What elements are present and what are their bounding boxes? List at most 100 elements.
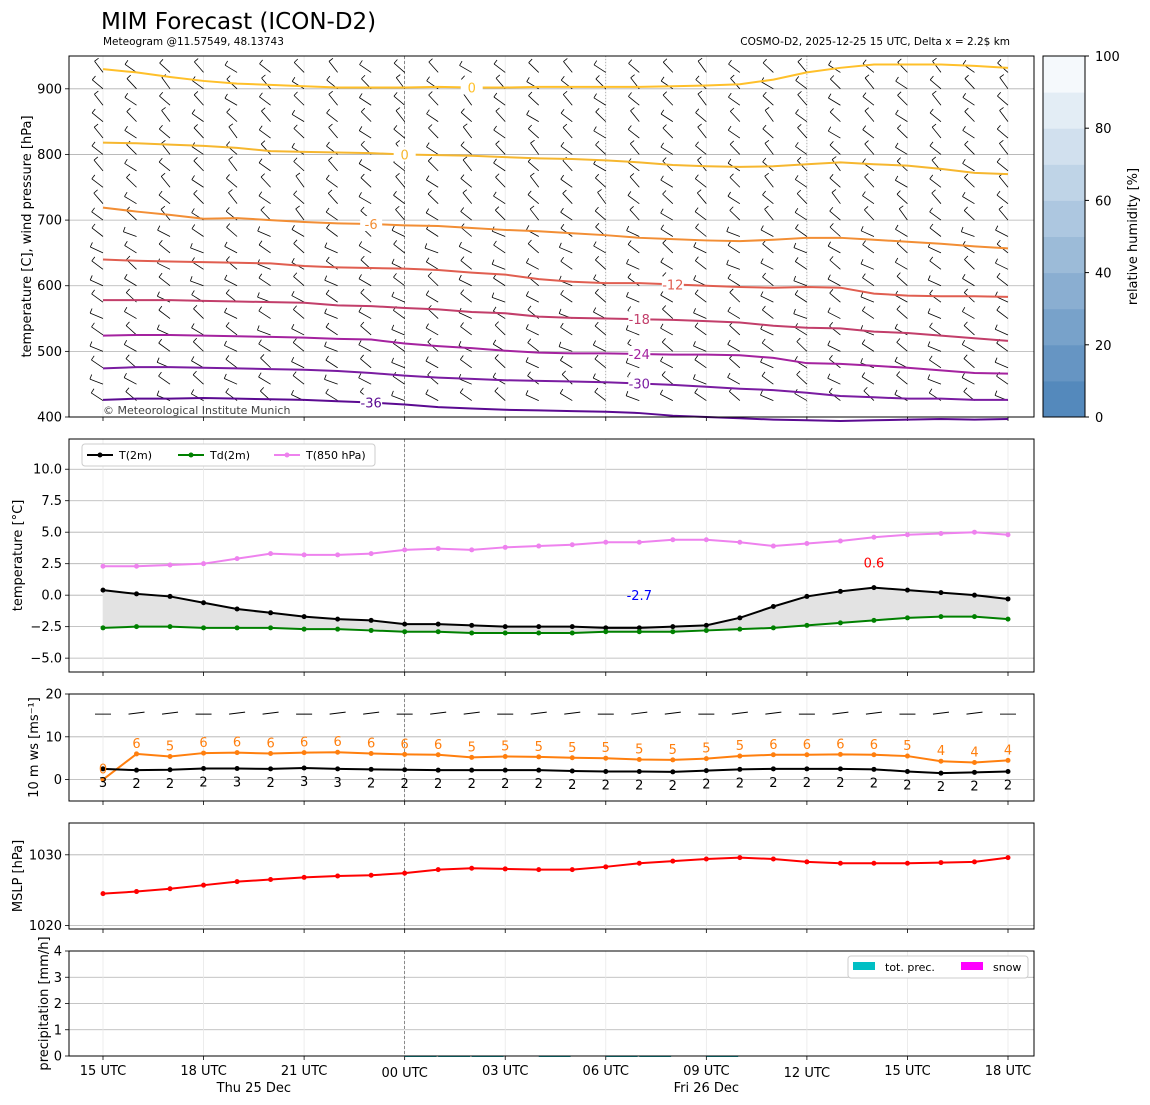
wind-barb-flag [560,256,564,262]
series-point [368,872,374,878]
series-point [167,593,173,599]
series-point [603,625,609,631]
gust-label: 5 [501,739,509,754]
wind-barb-flag [927,341,931,347]
wind-barb-shaft [89,312,104,319]
wind-barb-shaft [460,293,472,303]
series-point [100,777,106,783]
wind-barb-flag [827,373,831,379]
time-tick-label: 18 UTC [180,1064,226,1079]
series-line [102,767,1009,775]
wind-barb-shaft [827,311,841,319]
wind-barb-flag [124,93,129,98]
wind-barb-flag [293,58,299,63]
wind-barb [460,207,472,221]
isotherm-label-bg [628,375,651,391]
y-tick-label: 2.5 [41,557,62,572]
wind-barb-shaft [962,163,975,172]
date-label: Thu 25 Dec [216,1081,291,1096]
wind-barb-flag [124,60,129,65]
wind-barb [257,259,271,270]
wind-barb-shaft [760,295,774,303]
wind-barb [260,140,271,155]
wind-barb-shaft [762,62,774,73]
legend-label: Td(2m) [209,449,250,462]
mean-wind-label: 2 [1004,778,1012,793]
wind-barb-flag [693,275,697,280]
wind-barb-shaft [458,279,472,287]
wind-barb-shaft [761,81,774,90]
series-point [201,561,207,567]
y-tick-label: 3 [54,971,62,986]
wind-barb [693,308,707,319]
wind-barb [458,274,472,287]
wind-barb-shaft [595,111,607,122]
wind-barb-shaft [660,327,674,336]
legend: T(2m) Td(2m) T(850 hPa) [81,443,376,467]
wind-barb-shaft [995,328,1009,336]
wind-barb [123,340,137,352]
wind-barb-flag [124,274,128,279]
wind-barb [862,92,875,106]
wind-barb [929,322,942,336]
wind-barb-flag [593,126,597,132]
wind-barb-shaft [358,344,372,352]
wind-barb [495,140,506,155]
wind-barb-flag [526,225,530,230]
wind-barb-flag [999,140,1004,144]
wind-barb-shaft [459,65,472,73]
wind-barb-shaft [426,113,439,122]
wind-barb-flag [728,59,732,65]
gust-label: 4 [1004,743,1012,758]
wind-barb-flag [693,341,696,347]
wind-barb-shaft [662,61,674,73]
wind-barb-flag [293,305,297,310]
wind-barb [460,141,472,155]
wind-barb-shaft [762,243,774,254]
y-axis-label: precipitation [mm/h] [37,936,52,1070]
wind-barb [860,292,875,303]
wind-barb-shaft [895,261,908,270]
wind-barb-shaft [326,178,338,188]
wind-barb [660,175,674,188]
wind-barb [662,91,674,106]
wind-barb-flag [829,256,834,261]
wind-barb-shaft [528,95,540,106]
wind-barb-flag [761,338,766,344]
wind-barb [661,338,674,352]
wind-barb [660,257,674,270]
wind-barb-flag [261,74,266,79]
wind-barb-shaft [158,161,171,172]
wind-barb [762,272,774,287]
wind-barb-shaft [458,312,472,319]
series-point [971,769,977,775]
gust-label: 5 [166,739,174,754]
series-point [636,756,642,762]
wind-barb-shaft [525,394,539,401]
wind-barb-shaft [492,263,506,270]
gust-label: 6 [803,738,811,753]
wind-barb-flag [694,207,699,212]
series-point [603,629,609,635]
wind-barb [660,323,674,336]
wind-barb-flag [360,140,365,146]
wind-barb-shaft [929,359,942,369]
wind-barb-shaft [828,97,841,106]
series-point [301,626,307,632]
wind-barb-flag [630,107,635,112]
wind-barb [796,370,808,385]
wind-barb [193,337,204,352]
wind-barb-flag [594,354,599,360]
wind-barb-shaft [324,312,338,319]
y-axis-label: 10 m ws [ms⁻¹] [27,697,42,798]
wind-barb-flag [898,205,904,210]
wind-barb-shaft [827,377,841,385]
wind-barb-shaft [462,192,473,204]
wind-barb [594,321,607,336]
wind-barb [427,190,439,204]
series-point [167,753,173,759]
wind-barb [91,322,104,336]
wind-barb-shaft [193,341,204,352]
wind-barb-shaft [91,178,104,188]
wind-barb-flag [126,107,131,112]
